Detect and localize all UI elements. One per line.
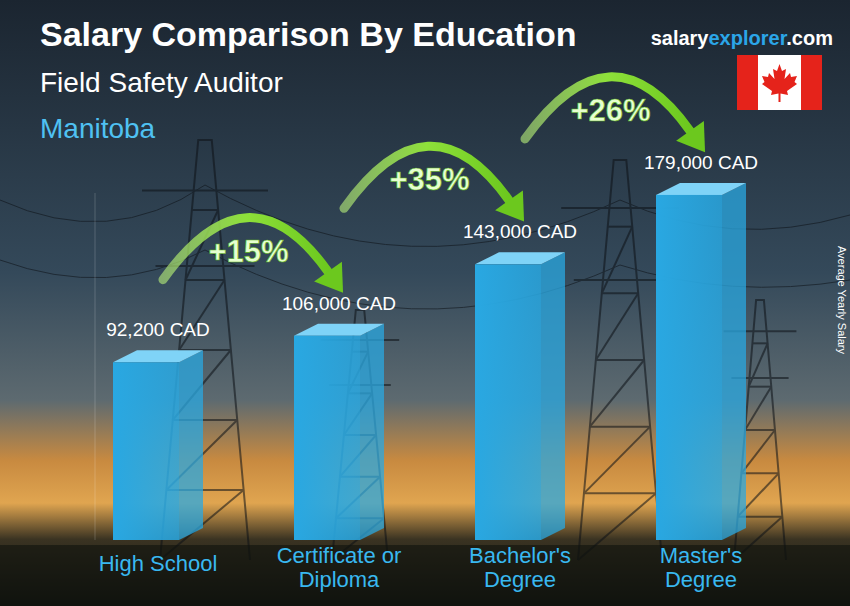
pylon [578, 160, 662, 560]
bar [656, 195, 722, 540]
pylon-brace [602, 227, 632, 294]
arrow-arc [344, 146, 509, 208]
category-line: Degree [484, 567, 556, 592]
pylon-bar [596, 359, 644, 361]
source-part: salary [651, 27, 710, 49]
flag-field [737, 55, 822, 110]
bar-group [294, 324, 384, 540]
flag-band [801, 55, 822, 110]
pylon-brace [741, 430, 775, 473]
arrow-head [495, 190, 524, 221]
bar [294, 336, 360, 540]
pylon-arm [574, 279, 666, 281]
data-label: 106,000 CAD [282, 293, 396, 314]
pylon-bar [192, 209, 218, 211]
source: salaryexplorer.com [651, 27, 833, 49]
y-axis-line [95, 193, 96, 540]
category-label: Master'sDegree [660, 543, 742, 592]
annotation: +26% [570, 93, 650, 128]
bar-side [360, 324, 384, 540]
growth-arrow [525, 77, 705, 152]
bar-side [722, 183, 746, 540]
bar-group [113, 350, 203, 540]
pylon-brace [590, 360, 644, 427]
pylon-arm [142, 189, 268, 191]
arrow-head [314, 262, 343, 293]
bars [113, 183, 746, 540]
annotation: +35% [389, 162, 469, 197]
bar-top [113, 350, 203, 362]
category-line: Bachelor's [469, 543, 571, 568]
category-line: Certificate or [277, 543, 402, 568]
pylon-bar [186, 279, 225, 281]
pylon-bar [590, 426, 650, 428]
title: Salary Comparison By Education [40, 15, 577, 53]
flag [737, 55, 822, 110]
bar-top [294, 324, 384, 336]
pylon-bar [745, 429, 775, 431]
pylon-bar [741, 472, 778, 474]
pylon-brace [584, 427, 650, 494]
annotation: +15% [208, 234, 288, 269]
pylon-bar [752, 342, 767, 344]
growth-arrow [163, 218, 343, 293]
pylon-brace [749, 343, 768, 386]
category-line: Master's [660, 543, 742, 568]
data-label: 179,000 CAD [644, 152, 758, 173]
bar [475, 264, 541, 540]
arrow-head [676, 121, 705, 152]
category-label: Bachelor'sDegree [469, 543, 571, 592]
bar [113, 362, 179, 540]
category-line: Diploma [299, 567, 380, 592]
growth-arrow [344, 146, 524, 221]
pylon-bar [602, 292, 638, 294]
source-part: explorer [708, 27, 787, 49]
pylon-bar [608, 226, 633, 228]
chart: Salary Comparison By Education Field Safe… [0, 0, 850, 606]
bar-top [475, 252, 565, 264]
maple-leaf [762, 64, 797, 102]
category-label: High School [99, 551, 218, 576]
bar-top [656, 183, 746, 195]
category-label: Certificate orDiploma [277, 543, 402, 592]
bar-side [179, 350, 203, 540]
flag-band [737, 55, 758, 110]
bar-group [656, 183, 746, 540]
data-label: 92,200 CAD [106, 319, 210, 340]
pylons [0, 140, 850, 560]
pylon-brace [596, 293, 638, 360]
source-part: .com [786, 27, 833, 49]
data-label: 143,000 CAD [463, 221, 577, 242]
bar-group [475, 252, 565, 540]
arrow-arc [525, 77, 690, 139]
arrow-arc [163, 218, 328, 280]
location: Manitoba [40, 113, 156, 144]
category-line: Degree [665, 567, 737, 592]
pylon-bar [749, 386, 772, 388]
pylon-bar [584, 492, 656, 494]
background [0, 0, 850, 606]
pylon-brace [745, 387, 771, 430]
subtitle: Field Safety Auditor [40, 67, 283, 98]
bar-side [541, 252, 565, 540]
y-axis-label: Average Yearly Salary [836, 246, 848, 355]
